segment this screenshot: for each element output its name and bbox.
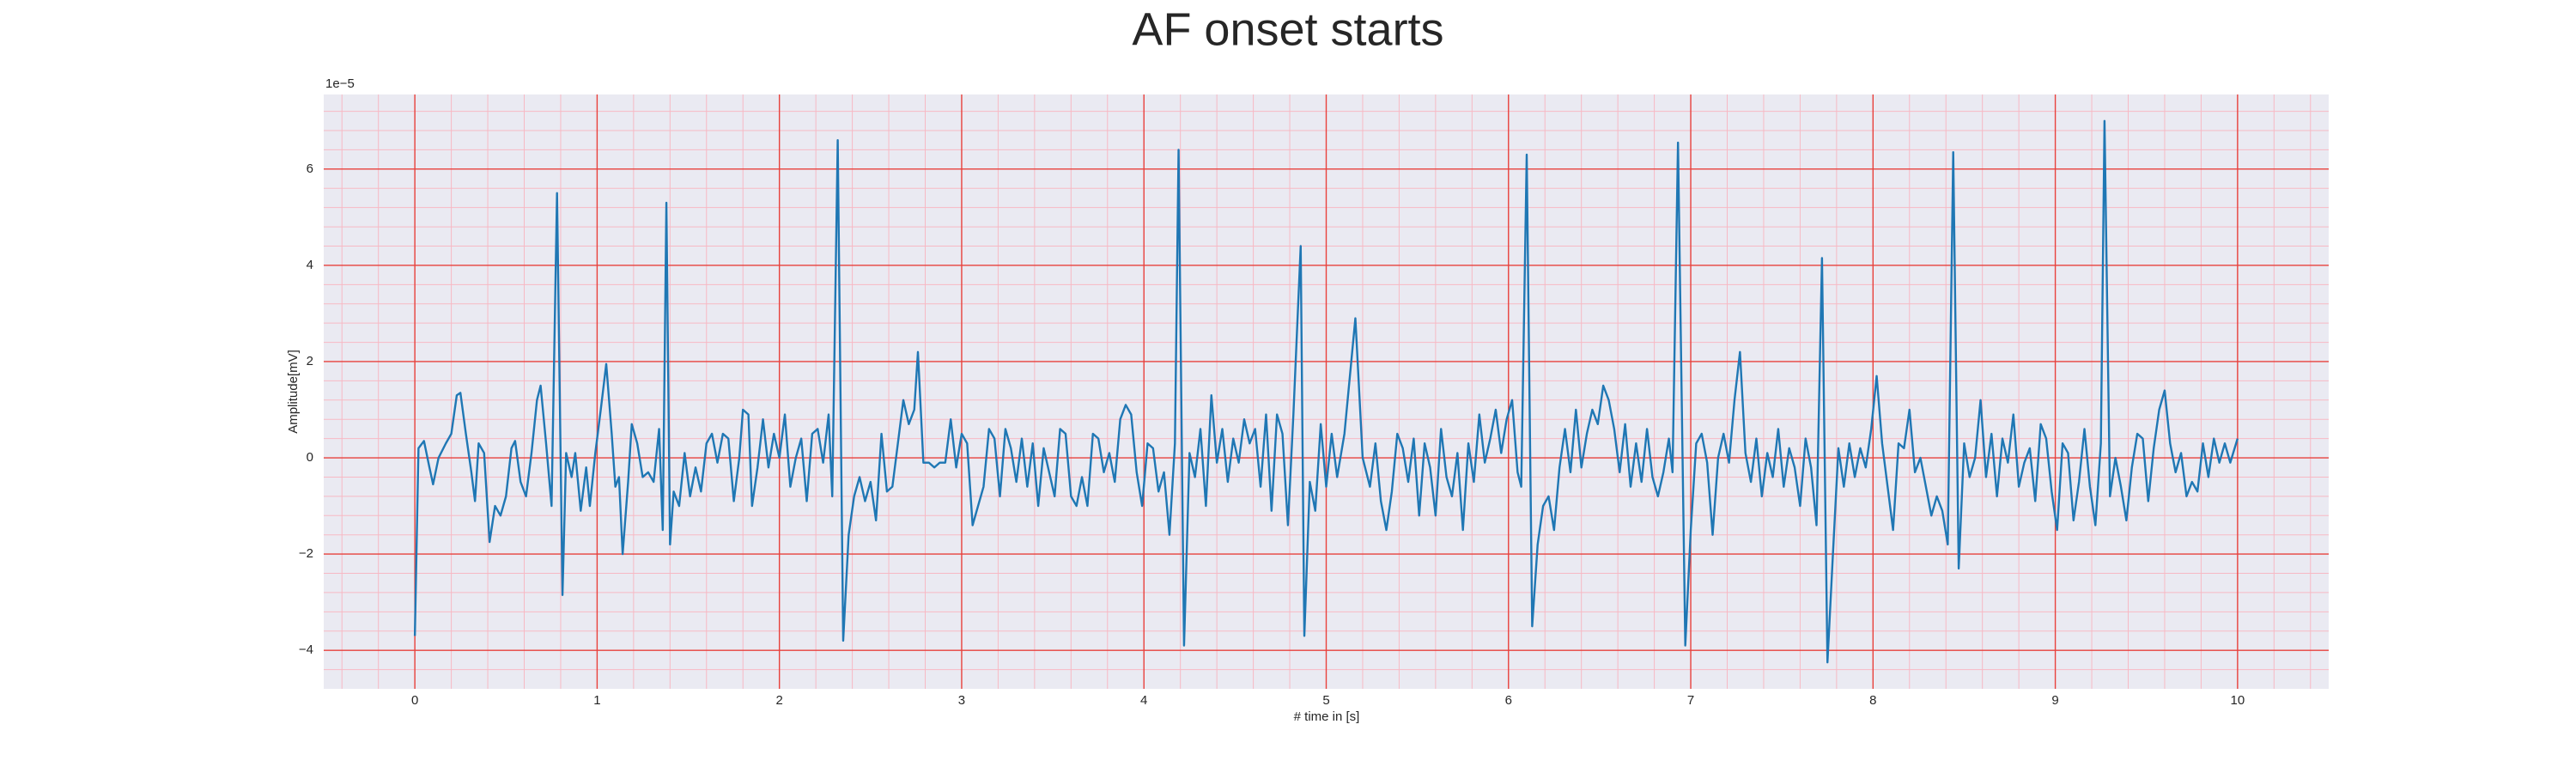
y-tick-label: 0	[307, 450, 313, 465]
y-tick-label: −4	[299, 642, 313, 657]
offset-text: 1e−5	[325, 76, 355, 91]
x-tick-label: 8	[1869, 693, 1876, 708]
x-tick-label: 0	[411, 693, 418, 708]
chart-title: AF onset starts	[1132, 3, 1443, 55]
x-tick-label: 2	[776, 693, 783, 708]
y-tick-label: 2	[307, 354, 313, 368]
x-tick-label: 1	[593, 693, 600, 708]
x-tick-label: 4	[1140, 693, 1147, 708]
y-axis-label: Amplitude[mV]	[286, 350, 301, 434]
x-tick-label: 6	[1505, 693, 1512, 708]
x-tick-label: 9	[2051, 693, 2058, 708]
y-tick-label: −2	[299, 546, 313, 561]
y-tick-label: 4	[307, 258, 313, 272]
x-axis-label: # time in [s]	[1294, 709, 1360, 724]
x-tick-label: 3	[958, 693, 965, 708]
x-tick-label: 10	[2231, 693, 2245, 708]
x-tick-label: 5	[1322, 693, 1329, 708]
data-line	[413, 119, 2239, 664]
x-tick-label: 7	[1687, 693, 1694, 708]
y-tick-label: 6	[307, 161, 313, 176]
